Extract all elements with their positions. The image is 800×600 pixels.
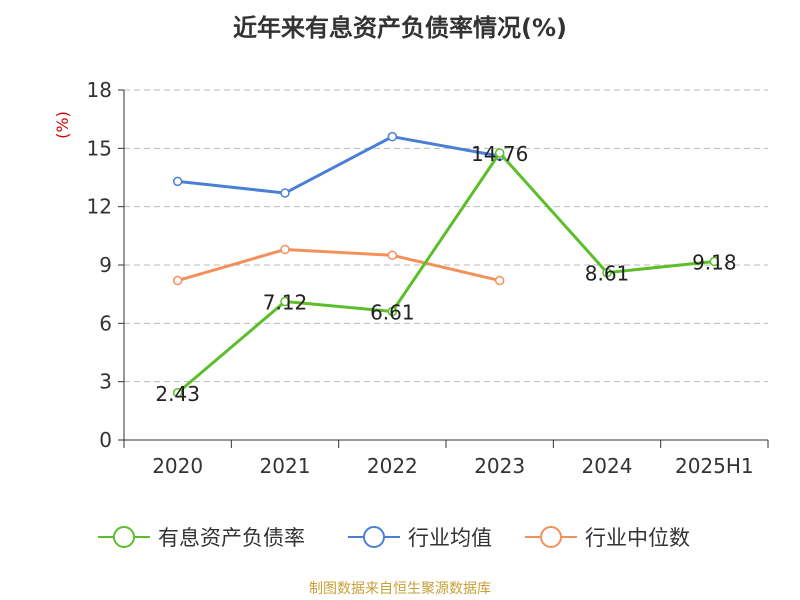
chart-title: 近年来有息资产负债率情况(%) bbox=[233, 14, 567, 42]
y-tick-label: 18 bbox=[87, 78, 112, 102]
data-label: 14.76 bbox=[471, 142, 528, 166]
data-point bbox=[494, 148, 505, 158]
data-label: 8.61 bbox=[585, 262, 630, 286]
legend-label: 行业中位数 bbox=[585, 526, 690, 550]
x-tick-label: 2022 bbox=[367, 454, 418, 478]
y-tick-label: 9 bbox=[99, 253, 112, 277]
y-tick-label: 15 bbox=[87, 136, 112, 160]
data-point bbox=[494, 275, 505, 286]
data-label: 2.43 bbox=[155, 382, 200, 406]
series-line bbox=[176, 151, 715, 394]
legend-label: 行业均值 bbox=[408, 526, 492, 550]
x-tick-label: 2021 bbox=[260, 454, 311, 478]
data-point bbox=[602, 267, 612, 278]
data-point bbox=[172, 176, 183, 187]
data-point bbox=[387, 250, 398, 261]
y-tick-label: 3 bbox=[99, 370, 112, 394]
data-label: 7.12 bbox=[263, 291, 308, 315]
data-point bbox=[172, 275, 183, 286]
y-tick-label: 0 bbox=[99, 428, 112, 452]
x-tick-label: 2025H1 bbox=[675, 454, 754, 478]
data-point bbox=[280, 188, 290, 198]
x-tick-label: 2024 bbox=[582, 454, 633, 478]
legend-marker bbox=[113, 526, 135, 548]
x-tick-label: 2023 bbox=[474, 454, 525, 478]
legend-marker bbox=[540, 526, 562, 548]
data-point bbox=[709, 256, 720, 267]
y-axis-label: (%) bbox=[53, 111, 72, 139]
data-point bbox=[172, 388, 183, 398]
y-tick-label: 6 bbox=[99, 311, 112, 335]
series-line bbox=[177, 247, 501, 283]
legend-marker bbox=[363, 526, 385, 548]
y-tick-label: 12 bbox=[87, 195, 112, 219]
data-point bbox=[387, 306, 398, 317]
source-note: 制图数据来自恒生聚源数据库 bbox=[309, 581, 491, 597]
legend-label: 有息资产负债率 bbox=[158, 526, 305, 550]
data-point bbox=[280, 244, 290, 255]
data-label: 9.18 bbox=[692, 251, 737, 275]
data-point bbox=[280, 296, 290, 307]
x-tick-label: 2020 bbox=[152, 454, 203, 478]
data-label: 6.61 bbox=[370, 300, 415, 324]
data-point bbox=[387, 131, 398, 142]
series-line bbox=[177, 135, 500, 195]
